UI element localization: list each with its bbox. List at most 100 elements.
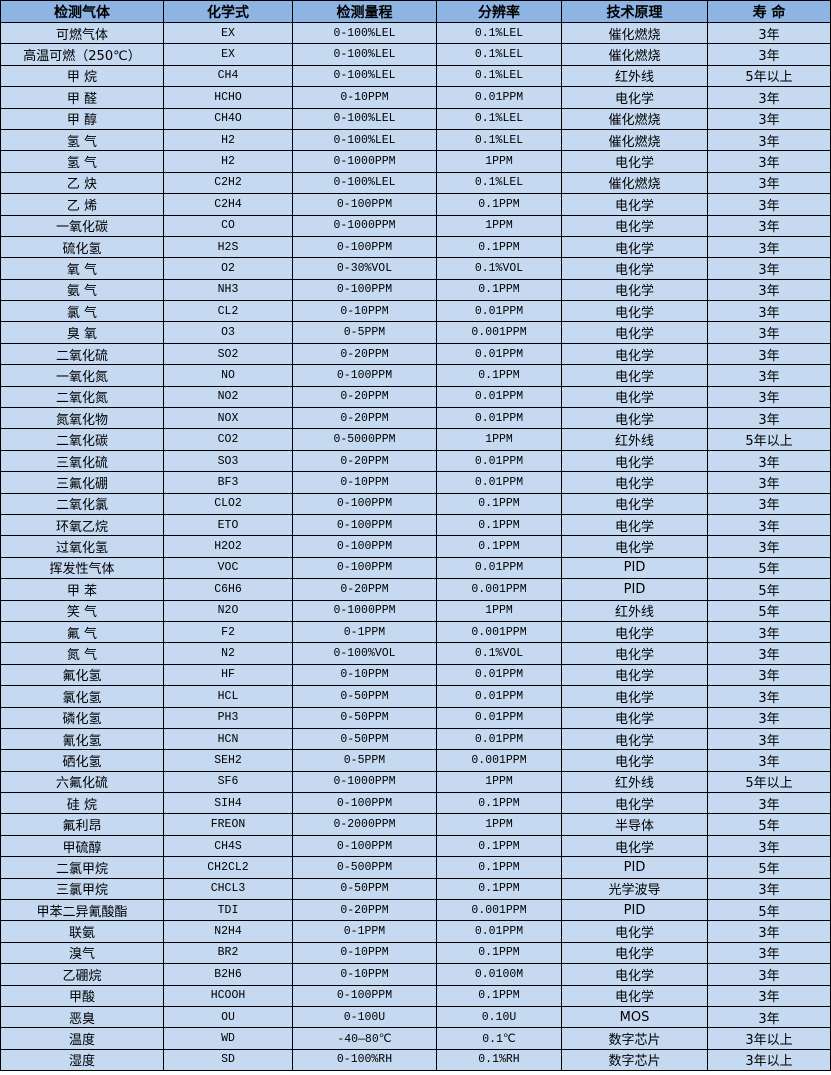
cell-formula: C6H6 (163, 578, 293, 601)
cell-lifespan: 3年 (707, 385, 831, 409)
cell-principle: 电化学 (561, 407, 708, 430)
cell-resolution: 0.10U (436, 1005, 562, 1029)
cell-gas: 氯 气 (0, 300, 164, 323)
cell-resolution: 0.1%LEL (436, 128, 562, 152)
table-row: 氮 气 N2 0-100%VOL 0.1%VOL 电化学 3年 (0, 642, 831, 665)
cell-principle: 红外线 (561, 64, 708, 88)
cell-range: 0-10PPM (292, 471, 437, 494)
table-row: 溴气 BR2 0-10PPM 0.1PPM 电化学 3年 (0, 941, 831, 965)
cell-range: 0-2000PPM (292, 813, 437, 836)
cell-resolution: 0.1PPM (436, 513, 562, 537)
cell-range: 0-100%LEL (292, 21, 437, 45)
header-principle: 技术原理 (561, 0, 708, 23)
table-row: 臭 氧 O3 0-5PPM 0.001PPM 电化学 3年 (0, 321, 831, 344)
cell-range: 0-50PPM (292, 706, 437, 729)
cell-resolution: 0.01PPM (436, 342, 562, 366)
cell-gas: 硒化氢 (0, 749, 164, 772)
cell-lifespan: 3年 (707, 727, 831, 751)
cell-gas: 甲酸 (0, 984, 164, 1007)
cell-range: 0-100%RH (292, 1048, 437, 1072)
cell-resolution: 0.1PPM (436, 278, 562, 302)
table-row: 乙 烯 C2H4 0-100PPM 0.1PPM 电化学 3年 (0, 193, 831, 216)
cell-gas: 氢 气 (0, 150, 164, 173)
cell-lifespan: 3年 (707, 1005, 831, 1029)
cell-resolution: 0.1PPM (436, 941, 562, 965)
cell-lifespan: 3年 (707, 749, 831, 772)
cell-range: 0-100PPM (292, 984, 437, 1007)
cell-formula: FREON (163, 813, 293, 836)
cell-range: 0-100%LEL (292, 64, 437, 88)
cell-formula: H2S (163, 235, 293, 259)
cell-principle: 电化学 (561, 984, 708, 1007)
cell-resolution: 0.01PPM (436, 385, 562, 409)
cell-formula: SF6 (163, 770, 293, 794)
cell-lifespan: 3年 (707, 86, 831, 109)
cell-lifespan: 5年 (707, 556, 831, 580)
cell-resolution: 0.1℃ (436, 1027, 562, 1050)
cell-range: 0-5PPM (292, 321, 437, 344)
table-row: 二氧化氮 NO2 0-20PPM 0.01PPM 电化学 3年 (0, 385, 831, 409)
cell-formula: SIH4 (163, 792, 293, 815)
cell-range: 0-100PPM (292, 556, 437, 580)
cell-gas: 三氯甲烷 (0, 877, 164, 901)
cell-lifespan: 5年以上 (707, 64, 831, 88)
cell-gas: 笑 气 (0, 599, 164, 622)
cell-lifespan: 3年 (707, 920, 831, 943)
cell-principle: 电化学 (561, 385, 708, 409)
cell-gas: 二氧化氯 (0, 492, 164, 515)
cell-resolution: 0.1PPM (436, 856, 562, 879)
cell-formula: BF3 (163, 471, 293, 494)
cell-resolution: 0.1%LEL (436, 107, 562, 130)
cell-gas: 恶臭 (0, 1005, 164, 1029)
cell-principle: 红外线 (561, 599, 708, 622)
cell-resolution: 0.1%VOL (436, 257, 562, 280)
cell-principle: 电化学 (561, 749, 708, 772)
cell-lifespan: 3年 (707, 685, 831, 708)
table-row: 氯化氢 HCL 0-50PPM 0.01PPM 电化学 3年 (0, 685, 831, 708)
cell-gas: 三氟化硼 (0, 471, 164, 494)
table-row: 氟利昂 FREON 0-2000PPM 1PPM 半导体 5年 (0, 813, 831, 836)
cell-resolution: 0.1%LEL (436, 21, 562, 45)
cell-resolution: 1PPM (436, 770, 562, 794)
cell-gas: 乙 烯 (0, 193, 164, 216)
cell-lifespan: 3年 (707, 43, 831, 66)
cell-gas: 甲 烷 (0, 64, 164, 88)
cell-formula: H2 (163, 150, 293, 173)
cell-gas: 联氨 (0, 920, 164, 943)
cell-range: 0-100PPM (292, 792, 437, 815)
cell-principle: PID (561, 578, 708, 601)
cell-formula: HCHO (163, 86, 293, 109)
cell-resolution: 0.1PPM (436, 834, 562, 858)
cell-range: 0-100%LEL (292, 171, 437, 195)
table-row: 甲 烷 CH4 0-100%LEL 0.1%LEL 红外线 5年以上 (0, 64, 831, 88)
cell-formula: HCL (163, 685, 293, 708)
cell-formula: NO2 (163, 385, 293, 409)
cell-gas: 六氟化硫 (0, 770, 164, 794)
table-row: 二氧化硫 SO2 0-20PPM 0.01PPM 电化学 3年 (0, 342, 831, 366)
cell-resolution: 0.1PPM (436, 877, 562, 901)
cell-range: 0-20PPM (292, 342, 437, 366)
cell-formula: HF (163, 663, 293, 687)
cell-lifespan: 3年 (707, 535, 831, 558)
cell-formula: BR2 (163, 941, 293, 965)
cell-resolution: 1PPM (436, 214, 562, 237)
cell-principle: 催化燃烧 (561, 21, 708, 45)
cell-formula: HCN (163, 727, 293, 751)
cell-resolution: 0.1%VOL (436, 642, 562, 665)
cell-principle: MOS (561, 1005, 708, 1029)
cell-principle: 红外线 (561, 770, 708, 794)
cell-lifespan: 3年 (707, 300, 831, 323)
cell-formula: H2 (163, 128, 293, 152)
cell-formula: HCOOH (163, 984, 293, 1007)
table-row: 硫化氢 H2S 0-100PPM 0.1PPM 电化学 3年 (0, 235, 831, 259)
cell-lifespan: 3年 (707, 941, 831, 965)
cell-resolution: 1PPM (436, 813, 562, 836)
cell-gas: 环氧乙烷 (0, 513, 164, 537)
cell-principle: 催化燃烧 (561, 171, 708, 195)
cell-lifespan: 3年 (707, 663, 831, 687)
cell-principle: 电化学 (561, 492, 708, 515)
cell-formula: VOC (163, 556, 293, 580)
cell-formula: SO3 (163, 449, 293, 473)
table-row: 氢 气 H2 0-100%LEL 0.1%LEL 催化燃烧 3年 (0, 128, 831, 152)
